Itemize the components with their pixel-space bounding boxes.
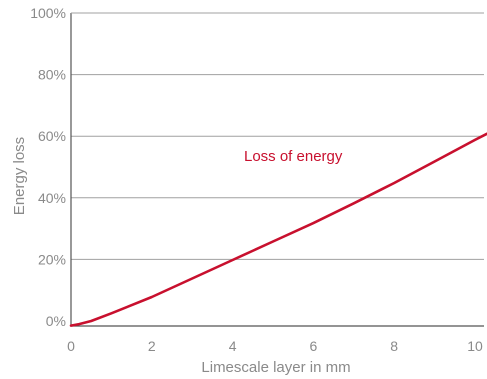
annotation-label-0: Loss of energy [244, 148, 343, 165]
plot-frame [70, 12, 484, 327]
gridlines [71, 74, 484, 260]
y-tick-label-80: 80% [38, 67, 66, 83]
series-line-0 [69, 132, 487, 327]
x-tick-label-4: 4 [229, 338, 237, 354]
x-axis-title: Limescale layer in mm [201, 359, 350, 376]
y-tick-label-0: 0% [46, 313, 66, 329]
y-tick-label-100: 100% [30, 5, 66, 21]
x-tick-label-0: 0 [67, 338, 75, 354]
series-group [69, 132, 487, 327]
x-tick-label-10: 10 [467, 338, 483, 354]
x-axis-ticks: 0 2 4 6 8 10 [67, 338, 483, 354]
y-tick-label-60: 60% [38, 128, 66, 144]
x-tick-label-6: 6 [310, 338, 318, 354]
x-tick-label-2: 2 [148, 338, 156, 354]
y-axis-title: Energy loss [11, 137, 28, 215]
y-tick-label-40: 40% [38, 190, 66, 206]
y-tick-label-20: 20% [38, 251, 66, 267]
y-axis-ticks: 0% 20% 40% 60% 80% 100% [30, 5, 66, 329]
annotations: Loss of energy [244, 148, 343, 165]
x-tick-label-8: 8 [390, 338, 398, 354]
